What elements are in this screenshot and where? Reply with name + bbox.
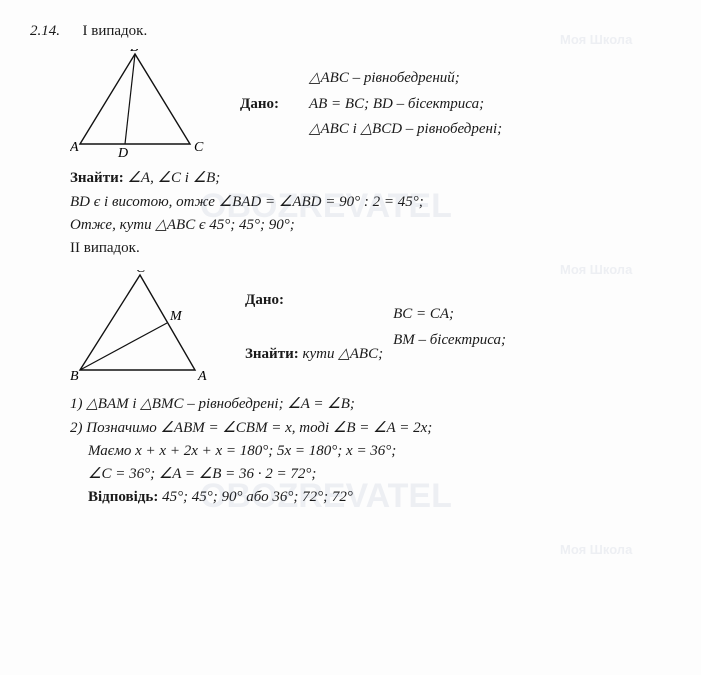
given-line: BC = CA; (393, 302, 506, 328)
case1-line: Отже, кути △ABC є 45°; 45°; 90°; (70, 214, 671, 237)
case2-figure-row: B C A M Дано: Знайти: кути △ABC; BC = CA… (70, 270, 671, 385)
case2-step: Маємо x + x + 2x + x = 180°; 5x = 180°; … (88, 440, 671, 463)
case2-step: ∠C = 36°; ∠A = ∠B = 36 · 2 = 72°; (88, 463, 671, 486)
given-line: BM – бісектриса; (393, 328, 506, 354)
answer-text: 45°; 45°; 90° або 36°; 72°; 72° (162, 489, 353, 505)
case1-given: Дано: (240, 92, 279, 118)
svg-text:M: M (169, 309, 183, 324)
find-label: Знайти: (245, 346, 299, 362)
given-label: Дано: (245, 292, 284, 308)
watermark: Моя Школа (560, 540, 632, 560)
case2-given-lines: BC = CA; BM – бісектриса; (393, 302, 506, 353)
case2-find: кути △ABC; (302, 346, 383, 362)
case2-step: 2) Позначимо ∠ABM = ∠CBM = x, тоді ∠B = … (70, 417, 671, 440)
svg-text:B: B (130, 49, 139, 55)
given-line: △ABC – рівнобедрений; (309, 66, 502, 92)
svg-text:B: B (70, 369, 79, 384)
given-line: AB = BC; BD – бісектриса; (309, 92, 502, 118)
given-label: Дано: (240, 96, 279, 112)
answer-label: Відповідь: (88, 489, 158, 505)
heading-row: 2.14. І випадок. (30, 20, 671, 43)
find-text: ∠A, ∠C і ∠B; (127, 170, 220, 186)
svg-text:D: D (117, 146, 128, 159)
given-line: △ABC і △BCD – рівнобедрені; (309, 117, 502, 143)
case1-figure-row: A B C D Дано: △ABC – рівнобедрений; AB =… (70, 49, 671, 159)
svg-text:C: C (136, 270, 146, 276)
case1-title: І випадок. (83, 23, 148, 39)
case1-find: Знайти: ∠A, ∠C і ∠B; (70, 167, 671, 190)
case2-title: ІІ випадок. (70, 237, 671, 260)
problem-number: 2.14. (30, 23, 60, 39)
case2-step: 1) △BAM і △BMC – рівнобедрені; ∠A = ∠B; (70, 393, 671, 416)
triangle-bca-diagram: B C A M (70, 270, 215, 385)
svg-text:A: A (70, 140, 79, 155)
find-label: Знайти: (70, 170, 124, 186)
svg-text:A: A (197, 369, 207, 384)
case1-line: BD є і висотою, отже ∠BAD = ∠ABD = 90° :… (70, 191, 671, 214)
case1-given-lines: △ABC – рівнобедрений; AB = BC; BD – бісе… (309, 66, 502, 143)
triangle-abc-diagram: A B C D (70, 49, 210, 159)
case2-given-label: Дано: Знайти: кути △ABC; (245, 288, 383, 367)
svg-text:C: C (194, 140, 204, 155)
answer-row: Відповідь: 45°; 45°; 90° або 36°; 72°; 7… (88, 486, 671, 509)
